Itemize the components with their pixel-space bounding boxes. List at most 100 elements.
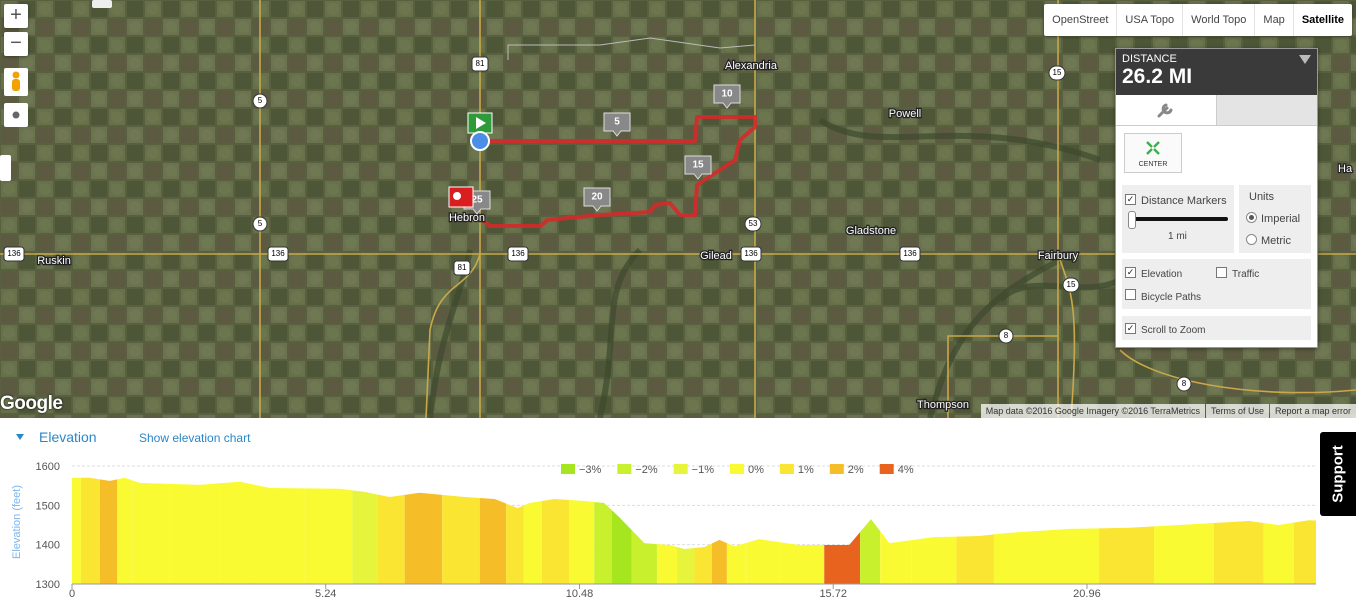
grade-segment xyxy=(779,542,825,584)
place-label: Ha xyxy=(1338,163,1353,175)
imperial-label: Imperial xyxy=(1261,213,1301,225)
grade-segment xyxy=(569,500,595,584)
center-button[interactable]: CENTER xyxy=(1124,133,1182,173)
route-marker: 20 xyxy=(591,192,603,203)
elevation-checkbox[interactable]: ✓ xyxy=(1125,267,1136,278)
place-label: Fairbury xyxy=(1038,250,1079,262)
wrench-icon xyxy=(1157,103,1173,118)
elevation-title[interactable]: Elevation xyxy=(39,429,97,445)
grade-segment xyxy=(656,544,678,584)
side-handle[interactable] xyxy=(0,155,11,181)
distance-markers-label: Distance Markers xyxy=(1141,195,1227,207)
attribution: Map data ©2016 Google Imagery ©2016 Terr… xyxy=(980,404,1356,418)
support-tab[interactable]: Support xyxy=(1320,432,1356,516)
second-tab[interactable] xyxy=(1216,95,1317,125)
legend-swatch xyxy=(617,464,632,474)
route-markers: 5 10 15 20 25 xyxy=(463,84,741,215)
x-tick-label: 10.48 xyxy=(566,588,594,600)
grade-segment xyxy=(880,531,912,584)
route-marker: 10 xyxy=(721,89,733,100)
grade-segment xyxy=(1263,522,1294,584)
traffic-label: Traffic xyxy=(1232,269,1260,280)
x-tick-label: 20.96 xyxy=(1073,588,1101,600)
road-shield: 5 xyxy=(258,96,263,105)
road-shield: 15 xyxy=(1067,280,1076,289)
elevation-chart: Elevation (feet) 1300 1400 1500 1600 0 5.24 10… xyxy=(11,461,1316,600)
elevation-link[interactable]: Show elevation chart xyxy=(139,431,251,445)
grade-segment xyxy=(255,484,305,584)
legend-label: 0% xyxy=(748,464,764,476)
bicycle-paths-label: Bicycle Paths xyxy=(1141,292,1202,303)
distance-markers-checkbox[interactable]: ✓ xyxy=(1125,194,1136,205)
road-shield: 136 xyxy=(511,249,525,258)
place-label: Powell xyxy=(889,108,921,120)
grade-segment xyxy=(541,499,570,584)
slider-handle[interactable] xyxy=(1128,211,1136,229)
x-tick-label: 5.24 xyxy=(315,588,336,600)
legend-label: −3% xyxy=(579,464,602,476)
metric-radio[interactable] xyxy=(1246,234,1257,245)
distance-value: 26.2 MI xyxy=(1122,65,1193,88)
zoom-out[interactable]: − xyxy=(4,32,28,56)
road-shield: 136 xyxy=(744,249,758,258)
map-type[interactable]: USA Topo xyxy=(1117,4,1184,36)
y-tick-label: 1300 xyxy=(36,579,60,591)
legend-swatch xyxy=(829,464,844,474)
grade-segment xyxy=(1293,520,1316,584)
legend-label: 2% xyxy=(848,464,864,476)
road-shield: 8 xyxy=(1182,379,1187,388)
elevation-label: Elevation xyxy=(1141,269,1183,280)
map-type[interactable]: Map xyxy=(1255,4,1294,36)
collapse-arrow[interactable] xyxy=(1299,55,1311,64)
place-label: Gilead xyxy=(700,250,732,262)
grade-segment xyxy=(304,488,353,584)
end-marker[interactable] xyxy=(448,186,474,208)
y-tick-label: 1400 xyxy=(36,540,60,552)
road-shield: 15 xyxy=(1053,68,1062,77)
terms-link[interactable]: Terms of Use xyxy=(1205,404,1269,418)
grade-segment xyxy=(711,539,727,584)
grade-segment xyxy=(1154,523,1214,584)
grade-segment xyxy=(631,530,657,584)
imperial-radio[interactable] xyxy=(1246,212,1257,223)
road-shield: 81 xyxy=(476,59,485,68)
settings-tab[interactable] xyxy=(1116,95,1216,125)
grade-segment xyxy=(523,500,542,584)
legend-swatch xyxy=(673,464,688,474)
report-link[interactable]: Report a map error xyxy=(1269,404,1356,418)
location-button[interactable] xyxy=(4,103,28,127)
map-type[interactable]: OpenStreet xyxy=(1044,4,1118,36)
scroll-zoom-checkbox[interactable]: ✓ xyxy=(1125,323,1136,334)
map-type-switcher: OpenStreet USA Topo World Topo Map Satel… xyxy=(1044,4,1352,36)
grade-segment xyxy=(746,539,780,584)
river-valley xyxy=(427,117,1122,418)
top-handle[interactable] xyxy=(92,0,112,8)
grade-segment xyxy=(506,503,524,584)
map-type[interactable]: World Topo xyxy=(1183,4,1256,36)
grade-segment xyxy=(1039,528,1100,584)
y-axis-title: Elevation (feet) xyxy=(11,485,23,559)
bicycle-paths-checkbox[interactable] xyxy=(1125,289,1136,300)
center-icon xyxy=(1146,141,1160,155)
marker-slider[interactable] xyxy=(1130,217,1228,221)
start-marker[interactable] xyxy=(467,112,493,151)
zoom-in[interactable]: + xyxy=(4,4,28,28)
center-label: CENTER xyxy=(1138,161,1168,168)
elevation-bar: Elevation Show elevation chart xyxy=(0,418,1356,456)
x-tick-label: 15.72 xyxy=(819,588,847,600)
boundary xyxy=(507,37,756,60)
place-label: Hebron xyxy=(449,212,485,224)
marker-interval: 1 mi xyxy=(1168,231,1187,242)
grade-segment xyxy=(219,481,256,584)
grade-segment xyxy=(694,543,712,584)
route-marker: 25 xyxy=(471,195,483,206)
place-label: Alexandria xyxy=(725,60,778,72)
legend-swatch xyxy=(729,464,744,474)
place-label: Thompson xyxy=(917,399,969,411)
pegman[interactable] xyxy=(4,68,28,96)
metric-label: Metric xyxy=(1261,235,1291,247)
map-type[interactable]: Satellite xyxy=(1301,14,1344,26)
road-shield: 8 xyxy=(1004,331,1009,340)
traffic-checkbox[interactable] xyxy=(1216,267,1227,278)
elevation-toggle[interactable] xyxy=(16,434,24,440)
